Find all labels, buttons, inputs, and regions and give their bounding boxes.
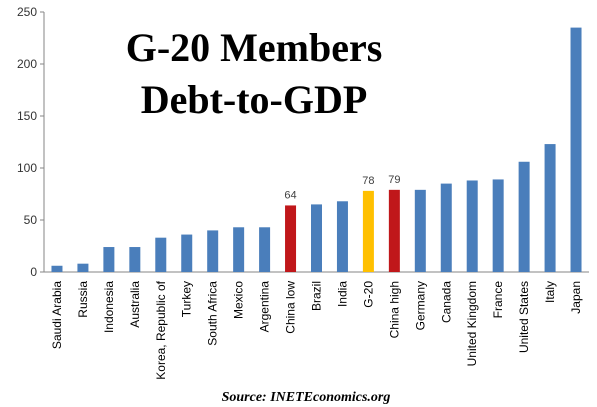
category-label: Canada xyxy=(439,281,453,323)
data-label: 79 xyxy=(388,174,400,186)
data-label: 64 xyxy=(284,189,296,201)
chart-title-line-1: G-20 Members xyxy=(126,25,383,70)
bar xyxy=(544,144,556,272)
bar xyxy=(155,237,167,272)
category-label: Brazil xyxy=(310,281,324,311)
category-label: South Africa xyxy=(206,281,220,346)
category-label: Korea, Republic of xyxy=(154,280,168,379)
bar xyxy=(207,230,219,272)
bar xyxy=(233,227,245,272)
bar xyxy=(311,204,322,272)
bar xyxy=(259,227,271,272)
bar xyxy=(570,27,582,272)
bar xyxy=(77,263,89,272)
category-labels: Saudi Arabia Russia Indonesia Australia Kore… xyxy=(50,280,583,379)
bar xyxy=(362,190,374,272)
y-tick-label: 0 xyxy=(30,265,37,279)
bar xyxy=(388,189,400,272)
category-label: Saudi Arabia xyxy=(50,281,64,349)
category-label: Australia xyxy=(128,281,142,328)
bar xyxy=(336,201,348,272)
bar xyxy=(414,189,426,272)
source-note: Source: INETEconomics.org xyxy=(222,390,391,405)
category-label: Russia xyxy=(76,281,90,318)
bar xyxy=(518,161,530,272)
category-label: Germany xyxy=(413,281,427,330)
y-ticks: 0 50 100 150 200 250 xyxy=(17,5,44,279)
category-label: Japan xyxy=(569,281,583,314)
bar xyxy=(129,247,141,272)
bar xyxy=(51,265,63,272)
category-label: Argentina xyxy=(258,281,272,333)
category-label: Italy xyxy=(543,281,557,303)
y-tick-label: 50 xyxy=(24,213,38,227)
category-label: China low xyxy=(284,281,298,334)
chart-title-line-2: Debt-to-GDP xyxy=(141,77,368,122)
bar xyxy=(466,180,478,272)
data-label: 78 xyxy=(362,175,374,187)
bar xyxy=(492,179,504,272)
category-label: Mexico xyxy=(232,281,246,319)
y-tick-label: 100 xyxy=(17,161,37,175)
category-label: United States xyxy=(517,281,531,353)
category-label: France xyxy=(491,281,505,319)
category-label: United Kingdom xyxy=(465,281,479,366)
category-label: Turkey xyxy=(180,281,194,317)
y-tick-label: 250 xyxy=(17,5,37,19)
bar xyxy=(181,234,193,272)
data-labels: 64 78 79 xyxy=(284,174,400,202)
category-label: Indonesia xyxy=(102,281,116,333)
bar xyxy=(103,247,115,272)
y-tick-label: 150 xyxy=(17,109,37,123)
category-label: China high xyxy=(387,281,401,338)
category-label: G-20 xyxy=(361,281,375,308)
bar xyxy=(440,183,452,272)
category-label: India xyxy=(335,281,349,307)
bars xyxy=(51,27,582,272)
y-tick-label: 200 xyxy=(17,57,37,71)
bar xyxy=(285,205,297,272)
